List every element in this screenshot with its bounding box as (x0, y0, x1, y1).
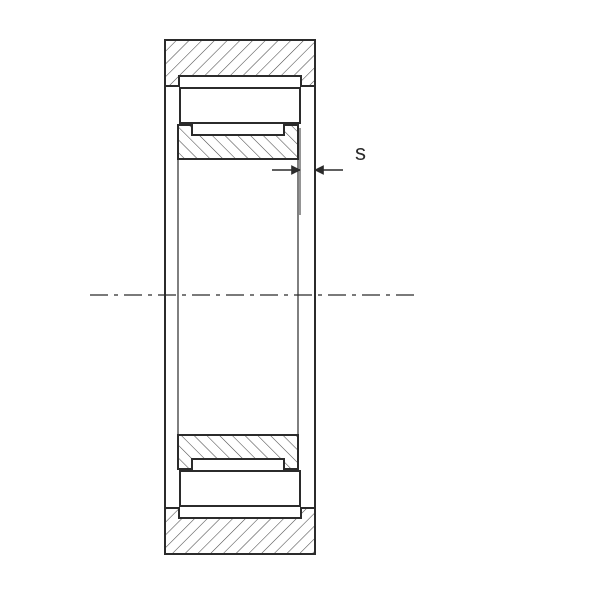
inner-ring (178, 125, 298, 159)
bearing-diagram: s (0, 0, 600, 600)
inner-ring (178, 435, 298, 469)
s-label: s (355, 140, 366, 165)
outer-ring (165, 508, 315, 554)
roller (180, 88, 300, 123)
roller (180, 471, 300, 506)
outer-ring (165, 40, 315, 86)
